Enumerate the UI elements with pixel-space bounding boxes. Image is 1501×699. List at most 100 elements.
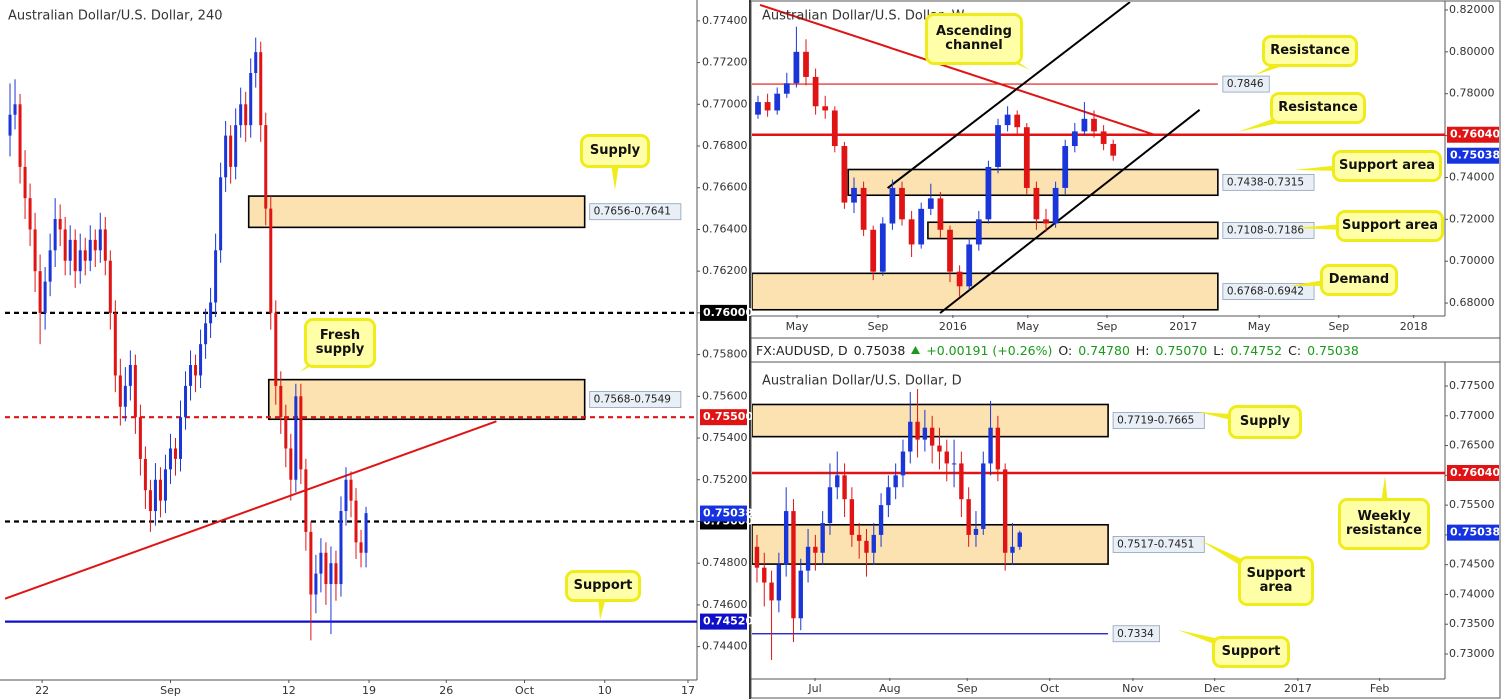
candle-body xyxy=(886,487,891,506)
zone-label: 0.6768-0.6942 xyxy=(1227,286,1304,298)
candle-body xyxy=(28,198,32,230)
x-tick-label: Nov xyxy=(1122,682,1144,695)
candle-body xyxy=(1091,118,1097,132)
candle-body xyxy=(959,463,964,500)
level-label-box xyxy=(1112,625,1160,643)
candle-body xyxy=(929,427,935,446)
candle-body xyxy=(274,312,278,386)
trendline xyxy=(5,420,497,600)
candle-body xyxy=(344,479,348,512)
trendline xyxy=(886,2,1131,189)
up-arrow xyxy=(911,346,921,354)
y-tick-label: 0.75500 xyxy=(1449,498,1495,511)
y-tick-label: 0.77400 xyxy=(702,14,748,27)
candle-body xyxy=(128,365,132,386)
candle-body xyxy=(148,490,152,512)
price-label: 0.75038 xyxy=(1450,526,1500,539)
candle-body xyxy=(138,417,142,459)
candle-body xyxy=(53,219,57,251)
level-label-box xyxy=(1447,464,1499,481)
candle-body xyxy=(63,229,67,261)
x-tick-label: Sep xyxy=(160,684,181,697)
callout: Ascending channel xyxy=(925,13,1023,65)
y-tick-label: 0.74000 xyxy=(1449,170,1495,183)
candle-body xyxy=(33,229,37,272)
candle-body xyxy=(1100,131,1107,144)
candle-body xyxy=(937,198,944,230)
x-tick-label: Feb xyxy=(1370,682,1389,695)
level-label: 0.76040 xyxy=(1450,128,1500,141)
level-label: 0.7846 xyxy=(1227,78,1264,90)
callout: Support area xyxy=(1336,210,1444,242)
trendline xyxy=(759,3,1156,136)
candle-body xyxy=(822,106,829,111)
candle-body xyxy=(239,104,243,126)
candle-body xyxy=(849,499,855,535)
y-tick-label: 0.70000 xyxy=(1449,254,1495,267)
callout: Resistance xyxy=(1270,92,1366,124)
candle-body xyxy=(851,187,857,203)
candle-body xyxy=(73,239,77,272)
zone-label-box xyxy=(589,203,682,221)
x-tick-label: Aug xyxy=(879,682,900,695)
candle-body xyxy=(764,102,771,111)
y-tick-label: 0.75800 xyxy=(702,348,748,361)
candle-body xyxy=(947,229,953,272)
candle-body xyxy=(783,83,790,94)
trendline xyxy=(939,109,1201,314)
candle-body xyxy=(1033,187,1040,220)
candle-body xyxy=(893,475,898,488)
plot-area xyxy=(5,37,697,641)
field-value: 0.75038 xyxy=(1307,342,1359,358)
candle-body xyxy=(204,323,208,345)
candle-body xyxy=(776,564,782,601)
y-tick-label: 0.76600 xyxy=(702,181,748,194)
callout: Fresh supply xyxy=(304,318,376,368)
candle-body xyxy=(831,110,838,147)
candle-body xyxy=(988,427,993,464)
candle-body xyxy=(83,250,87,261)
candle-body xyxy=(820,522,825,553)
x-tick-label: Sep xyxy=(957,682,978,695)
x-tick-label: 10 xyxy=(598,684,612,697)
candle-body xyxy=(1081,118,1088,132)
y-tick-label: 0.77200 xyxy=(702,56,748,69)
candle-body xyxy=(951,463,957,465)
candle-body xyxy=(762,567,767,583)
level-label: 0.76000 xyxy=(703,306,753,319)
candle-body xyxy=(973,528,979,535)
candle-body xyxy=(1052,187,1059,224)
candle-body xyxy=(108,260,112,313)
candle-body xyxy=(813,546,818,553)
candle-body xyxy=(199,344,203,376)
candle-body xyxy=(214,250,218,303)
x-tick-label: Dec xyxy=(1204,682,1225,695)
y-tick-label: 0.76200 xyxy=(702,264,748,277)
y-tick-label: 0.80000 xyxy=(1449,45,1495,58)
y-tick-label: 0.74400 xyxy=(702,640,748,653)
candle-body xyxy=(1014,114,1021,128)
candle-body xyxy=(769,582,774,601)
y-tick-label: 0.76500 xyxy=(1449,439,1495,452)
candle-body xyxy=(755,102,761,115)
field-label: L: xyxy=(1213,342,1225,358)
candle-body xyxy=(8,114,12,136)
zone-label: 0.7719-0.7665 xyxy=(1117,415,1194,427)
candle-body xyxy=(133,365,137,418)
x-tick-label: Jul xyxy=(807,682,821,695)
field-label: O: xyxy=(1058,342,1073,358)
candle-body xyxy=(329,563,333,585)
candle-body xyxy=(18,104,22,167)
candle-body xyxy=(995,427,1001,470)
y-tick-label: 0.76800 xyxy=(702,139,748,152)
zone-label-box xyxy=(1112,412,1205,429)
candle-body xyxy=(78,250,82,272)
plot-area xyxy=(752,388,1445,660)
candle-body xyxy=(179,417,183,459)
zone-label-box xyxy=(1222,283,1315,300)
candle-body xyxy=(229,135,233,167)
x-tick-label: Sep xyxy=(1328,320,1349,333)
level-label-box xyxy=(700,409,747,426)
y-tick-label: 0.82000 xyxy=(1449,3,1495,16)
